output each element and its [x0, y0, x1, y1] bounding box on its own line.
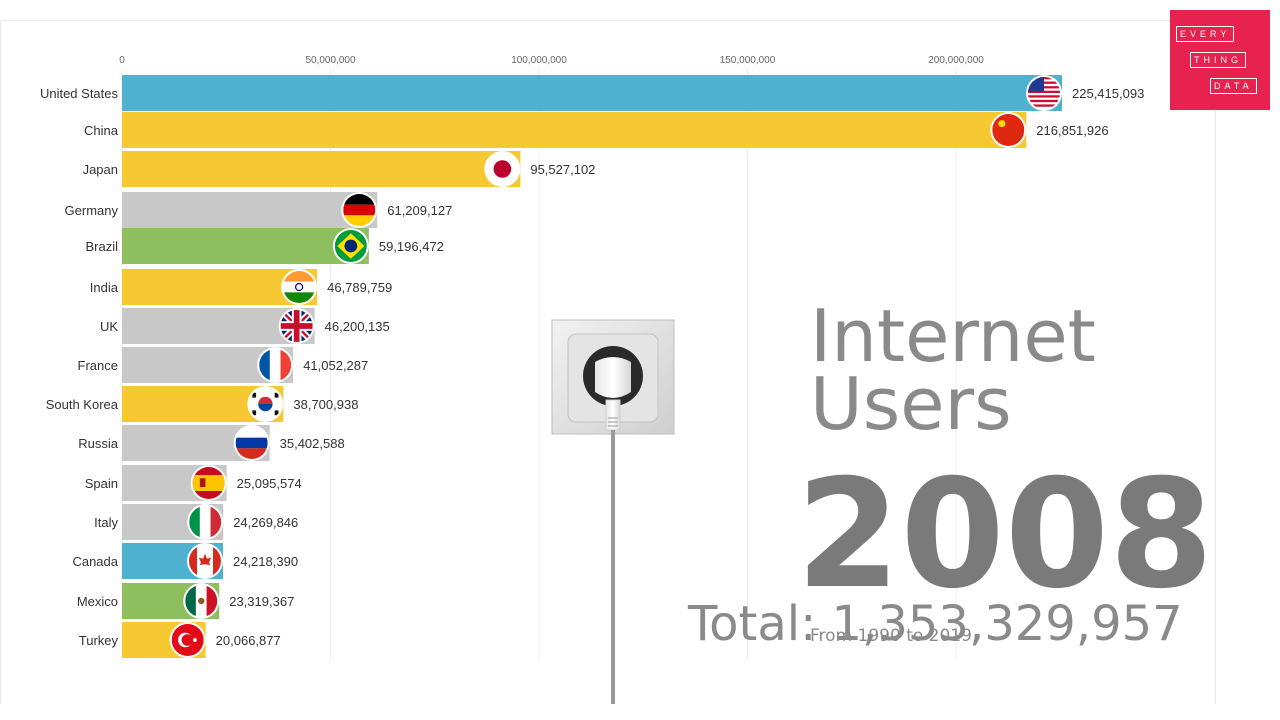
china-flag-icon [990, 112, 1027, 148]
value-label: 24,218,390 [233, 554, 298, 569]
value-label: 46,200,135 [325, 319, 390, 334]
category-label: France [78, 358, 118, 373]
value-label: 24,269,846 [233, 515, 298, 530]
x-tick-label: 100,000,000 [511, 55, 567, 66]
turkey-flag-icon [169, 622, 206, 658]
category-label: India [90, 280, 119, 295]
bar [122, 228, 369, 264]
x-axis-ticks: 0 50,000,000 100,000,000 150,000,000 200,000… [119, 55, 984, 66]
category-label: Brazil [85, 239, 118, 254]
bars: United States 225,415,093 China 216,851,926… [40, 75, 1144, 658]
x-tick-label: 50,000,000 [305, 55, 355, 66]
bar [122, 192, 378, 228]
germany-flag-icon [341, 192, 378, 228]
value-label: 225,415,093 [1072, 86, 1144, 101]
value-label: 41,052,287 [303, 358, 368, 373]
value-label: 35,402,588 [280, 436, 345, 451]
mexico-flag-icon [183, 583, 220, 619]
category-label: Germany [65, 203, 119, 218]
italy-flag-icon [187, 504, 224, 540]
logo-line-3: DATA [1210, 78, 1257, 94]
chart-frame [0, 20, 1216, 704]
category-label: United States [40, 86, 119, 101]
logo-line-2: THING [1190, 52, 1246, 68]
value-label: 59,196,472 [379, 239, 444, 254]
france-flag-icon [257, 347, 294, 383]
south-korea-flag-icon [247, 386, 284, 422]
bar [122, 112, 1027, 148]
us-flag-icon [1026, 75, 1062, 111]
category-label: South Korea [46, 397, 119, 412]
category-label: Canada [72, 554, 118, 569]
x-tick-label: 0 [119, 55, 125, 66]
india-flag-icon [281, 269, 318, 305]
category-label: Russia [78, 436, 119, 451]
brazil-flag-icon [332, 228, 369, 264]
value-label: 216,851,926 [1036, 123, 1108, 138]
x-tick-label: 200,000,000 [928, 55, 984, 66]
value-label: 23,319,367 [229, 594, 294, 609]
russia-flag-icon [233, 425, 270, 461]
total-label: Total: 1,353,329,957 [688, 596, 1183, 652]
category-label: Italy [94, 515, 118, 530]
year-label: 2008 [796, 448, 1214, 622]
x-tick-label: 150,000,000 [720, 55, 776, 66]
category-label: UK [100, 319, 118, 334]
bar [122, 75, 1062, 111]
category-label: Japan [83, 162, 118, 177]
value-label: 46,789,759 [327, 280, 392, 295]
value-label: 25,095,574 [237, 476, 302, 491]
category-label: Spain [85, 476, 118, 491]
value-label: 38,700,938 [293, 397, 358, 412]
canada-flag-icon [186, 543, 223, 579]
value-label: 20,066,877 [216, 633, 281, 648]
value-label: 61,209,127 [387, 203, 452, 218]
uk-flag-icon [278, 308, 315, 344]
everything-data-logo: EVERY THING DATA [1170, 10, 1270, 110]
logo-line-1: EVERY [1176, 26, 1235, 42]
category-label: Mexico [77, 594, 118, 609]
chart-title: Internet Users [810, 294, 1096, 446]
category-label: Turkey [79, 633, 119, 648]
bar [122, 151, 521, 187]
category-label: China [84, 123, 119, 138]
japan-flag-icon [484, 151, 521, 187]
power-socket-icon [551, 319, 675, 704]
spain-flag-icon [190, 465, 227, 501]
value-label: 95,527,102 [530, 162, 595, 177]
range-label: From 1990 to 2019 [810, 626, 972, 646]
